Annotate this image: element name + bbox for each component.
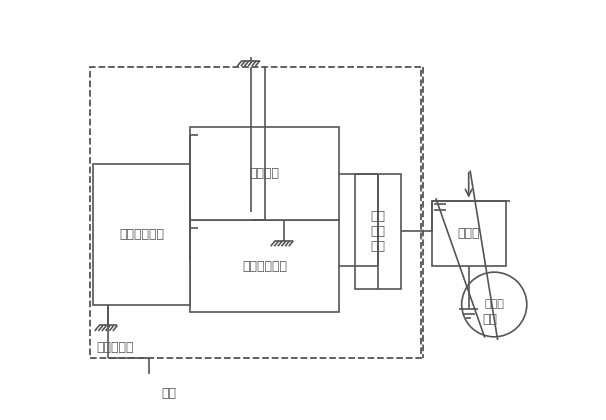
Text: 功率模块: 功率模块	[250, 167, 280, 180]
Bar	[432, 200, 506, 266]
Text: 大地: 大地	[162, 387, 177, 400]
Text: 屏蔽层: 屏蔽层	[484, 299, 504, 310]
Text: 电压
隔离
模块: 电压 隔离 模块	[370, 210, 385, 253]
Text: 低压控制模块: 低压控制模块	[119, 228, 164, 241]
Bar	[190, 127, 339, 220]
Bar	[90, 67, 421, 358]
Text: 激发台: 激发台	[458, 227, 481, 240]
Text: 火花电源箱: 火花电源箱	[96, 341, 133, 354]
Bar	[355, 173, 401, 289]
Bar	[190, 220, 339, 312]
Bar	[93, 164, 190, 304]
Circle shape	[462, 272, 527, 337]
Text: 大地: 大地	[482, 313, 498, 326]
Text: 高压产生模块: 高压产生模块	[242, 260, 287, 273]
